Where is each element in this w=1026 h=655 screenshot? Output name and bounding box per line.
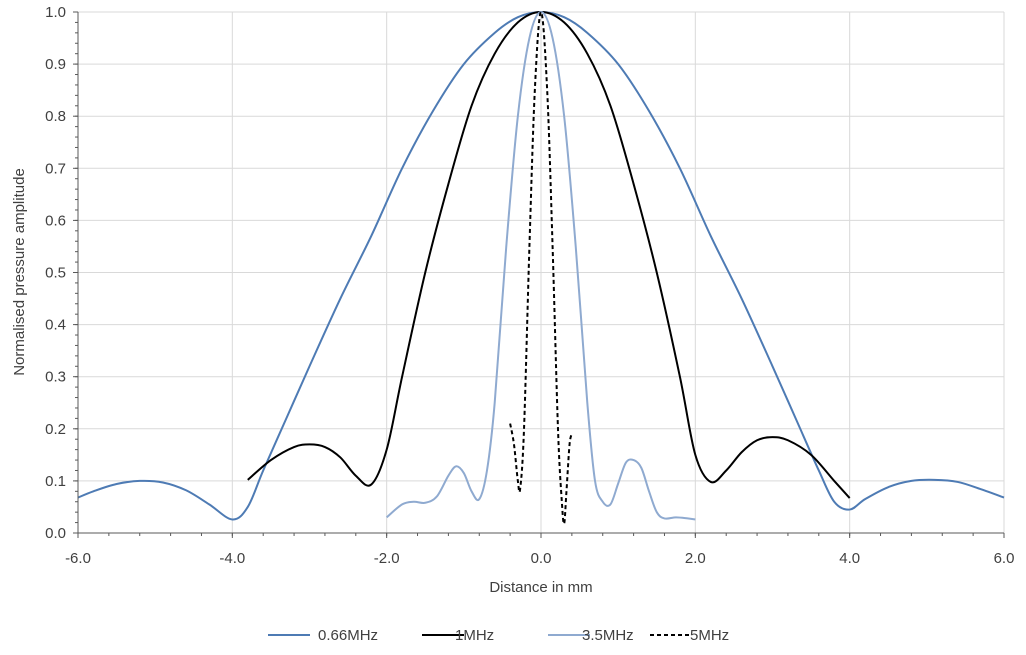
series-lines [77,11,1005,525]
x-tick-label: 2.0 [685,550,706,567]
axes [73,11,1005,538]
x-tick-label: 6.0 [994,550,1015,567]
y-axis-title: Normalised pressure amplitude [11,168,28,376]
x-tick-label: -4.0 [219,550,245,567]
grid-lines [77,11,1005,534]
legend: 0.66MHz 1MHz 3.5MHz 5MHz [268,627,729,644]
legend-label: 0.66MHz [318,627,378,644]
series-line-3-5mhz [386,11,696,521]
series-line-1mhz [247,11,851,499]
y-tick-label: 1.0 [45,4,66,21]
legend-label: 5MHz [690,627,729,644]
y-tick-label: 0.6 [45,212,66,229]
y-tick-label: 0.9 [45,56,66,73]
y-tick-label: 0.2 [45,421,66,438]
x-tick-label: 4.0 [839,550,860,567]
legend-label: 1MHz [455,627,494,644]
series-line-5mhz [509,11,573,525]
y-tick-label: 0.7 [45,160,66,177]
y-tick-label: 0.1 [45,473,66,490]
y-tick-label: 0.0 [45,525,66,542]
tick-labels: -6.0 -4.0 -2.0 0.0 2.0 4.0 6.0 0.0 0.1 0.2 0.3 0.4 0… [45,4,1014,567]
y-tick-label: 0.5 [45,265,66,282]
x-tick-label: -6.0 [65,550,91,567]
y-tick-label: 0.8 [45,108,66,125]
legend-label: 3.5MHz [582,627,634,644]
y-tick-label: 0.3 [45,369,66,386]
x-axis-title: Distance in mm [489,579,592,596]
y-tick-label: 0.4 [45,317,66,334]
x-tick-label: -2.0 [374,550,400,567]
x-tick-label: 0.0 [531,550,552,567]
